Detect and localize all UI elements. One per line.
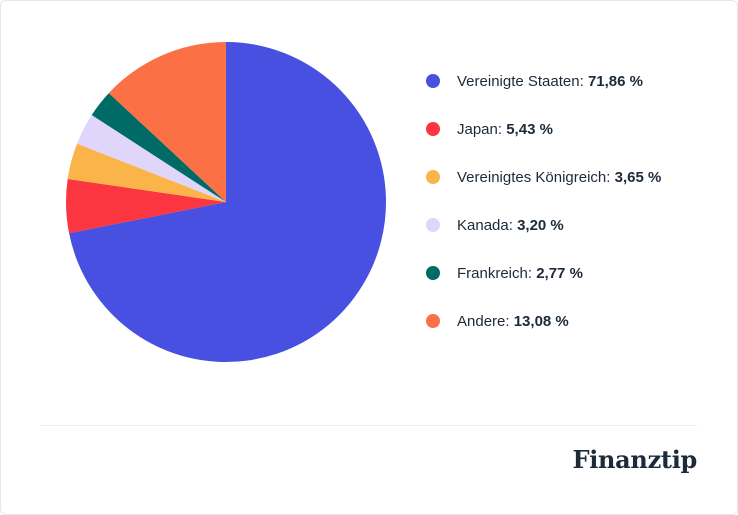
pie-chart [66,42,387,362]
legend-swatch [426,314,440,328]
legend-text: Kanada: 3,20 % [457,216,564,234]
legend-item-1: Japan: 5,43 % [426,117,661,141]
legend-item-0: Vereinigte Staaten: 71,86 % [426,69,661,93]
pie-slice-3 [77,115,226,202]
legend-text: Frankreich: 2,77 % [457,264,583,282]
legend-text: Andere: 13,08 % [457,312,569,330]
legend-label: Kanada [457,216,509,234]
pie-slice-0 [69,42,387,362]
legend-text: Vereinigtes Königreich: 3,65 % [457,168,662,186]
legend-label: Frankreich [457,264,528,282]
legend-item-4: Frankreich: 2,77 % [426,261,661,285]
legend-item-3: Kanada: 3,20 % [426,213,661,237]
legend-item-5: Andere: 13,08 % [426,309,661,333]
pie-slice-1 [66,178,226,234]
legend-label: Andere [457,312,506,330]
legend-text: Japan: 5,43 % [457,120,553,138]
legend-text: Vereinigte Staaten: 71,86 % [457,72,643,90]
brand-logo: Finanztip [572,445,697,474]
legend-value: 3,65 % [614,168,662,186]
pie-slice-2 [67,143,226,202]
chart-legend: Vereinigte Staaten: 71,86 % Japan: 5,43 %… [426,69,661,357]
legend-swatch [426,266,440,280]
legend-value: 13,08 % [513,312,569,330]
legend-value: 2,77 % [536,264,583,282]
legend-swatch [426,74,440,88]
legend-swatch [426,122,440,136]
legend-label: Japan [457,120,498,138]
legend-label: Vereinigtes Königreich [457,168,607,186]
legend-value: 3,20 % [517,216,564,234]
divider [41,425,697,426]
legend-item-2: Vereinigtes Königreich: 3,65 % [426,165,661,189]
legend-swatch [426,218,440,232]
legend-label: Vereinigte Staaten [457,72,580,90]
legend-swatch [426,170,440,184]
legend-value: 5,43 % [506,120,553,138]
legend-value: 71,86 % [587,72,643,90]
pie-slice-4 [91,93,226,202]
pie-slice-5 [108,42,226,202]
